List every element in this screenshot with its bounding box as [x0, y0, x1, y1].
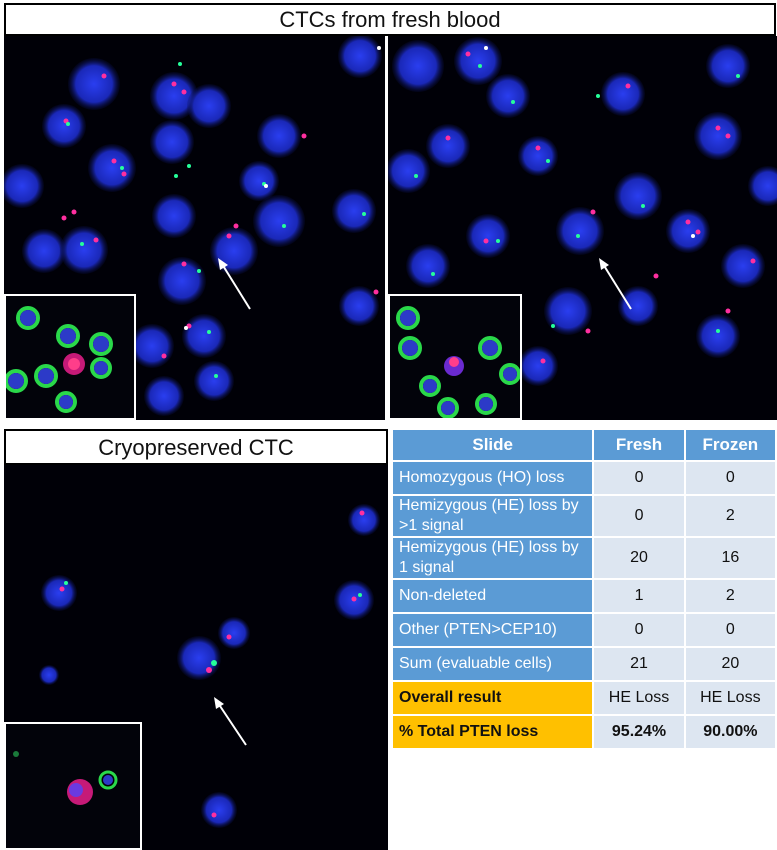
row-fresh: 0 — [594, 462, 684, 494]
table-row: Hemizygous (HE) loss by >1 signal 0 2 — [393, 496, 775, 536]
total-loss-frozen: 90.00% — [685, 716, 775, 748]
row-label: Hemizygous (HE) loss by 1 signal — [393, 538, 593, 578]
arrow-indicator — [217, 702, 247, 746]
row-fresh: 1 — [594, 580, 684, 612]
table-row: Sum (evaluable cells) 21 20 — [393, 648, 775, 680]
row-fresh: 20 — [594, 538, 684, 578]
row-frozen: 2 — [685, 580, 775, 612]
row-label: Sum (evaluable cells) — [393, 648, 593, 680]
header-slide: Slide — [393, 430, 593, 460]
results-table: Slide Fresh Frozen Homozygous (HO) loss … — [391, 428, 777, 750]
micrograph-fresh-right — [388, 36, 777, 420]
row-label: Homozygous (HO) loss — [393, 462, 593, 494]
inset-image-fresh-left — [4, 294, 136, 420]
micrograph-cryopreserved — [4, 465, 388, 850]
inset-image-cryopreserved — [4, 722, 142, 850]
overall-result-row: Overall result HE Loss HE Loss — [393, 682, 775, 714]
row-label: Non-deleted — [393, 580, 593, 612]
inset-image-fresh-right — [388, 294, 522, 420]
micrograph-fresh-right-image — [388, 37, 777, 386]
row-fresh: 0 — [594, 614, 684, 646]
total-loss-row: % Total PTEN loss 95.24% 90.00% — [393, 716, 775, 748]
table-header-row: Slide Fresh Frozen — [393, 430, 775, 460]
row-frozen: 20 — [685, 648, 775, 680]
row-frozen: 2 — [685, 496, 775, 536]
micrograph-cryopreserved-image — [39, 504, 380, 828]
row-fresh: 0 — [594, 496, 684, 536]
total-loss-fresh: 95.24% — [594, 716, 684, 748]
micrograph-fresh-left-image — [4, 36, 386, 420]
row-label: Other (PTEN>CEP10) — [393, 614, 593, 646]
arrow-indicator — [602, 263, 632, 310]
row-fresh: 21 — [594, 648, 684, 680]
bottom-panel-title: Cryopreserved CTC — [4, 429, 388, 465]
table-row: Other (PTEN>CEP10) 0 0 — [393, 614, 775, 646]
row-frozen: 0 — [685, 614, 775, 646]
micrograph-fresh-left — [4, 36, 386, 420]
top-panel-title: CTCs from fresh blood — [4, 3, 776, 36]
row-frozen: 0 — [685, 462, 775, 494]
overall-result-label: Overall result — [393, 682, 593, 714]
table-row: Homozygous (HO) loss 0 0 — [393, 462, 775, 494]
arrow-indicator — [221, 263, 251, 310]
overall-result-frozen: HE Loss — [685, 682, 775, 714]
total-loss-label: % Total PTEN loss — [393, 716, 593, 748]
header-fresh: Fresh — [594, 430, 684, 460]
row-frozen: 16 — [685, 538, 775, 578]
overall-result-fresh: HE Loss — [594, 682, 684, 714]
header-frozen: Frozen — [685, 430, 775, 460]
table-row: Hemizygous (HE) loss by 1 signal 20 16 — [393, 538, 775, 578]
row-label: Hemizygous (HE) loss by >1 signal — [393, 496, 593, 536]
table-row: Non-deleted 1 2 — [393, 580, 775, 612]
